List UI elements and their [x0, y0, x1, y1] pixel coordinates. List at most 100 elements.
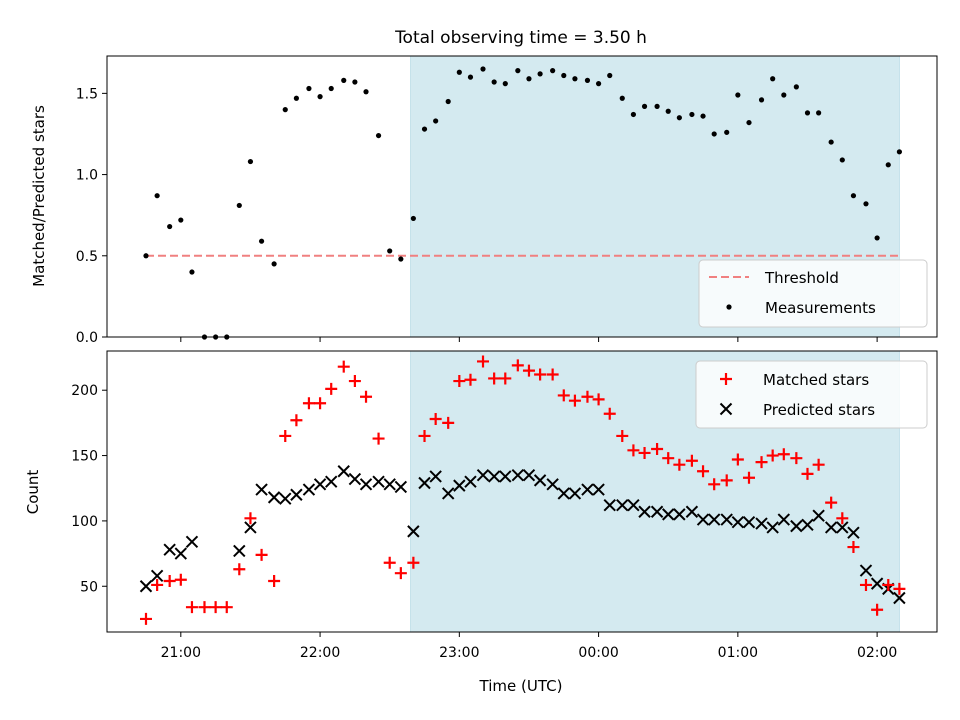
matched-star-point: [488, 372, 501, 385]
predicted-star-point: [150, 569, 164, 583]
measurement-point: [804, 110, 811, 116]
predicted-star-point: [174, 547, 188, 560]
predicted-star-point: [581, 483, 594, 496]
matched-star-point: [174, 573, 187, 586]
measurement-point: [317, 94, 323, 100]
predicted-star-point: [603, 499, 616, 512]
count-y-axis-label: Count: [24, 470, 42, 515]
predicted-star-point: [742, 516, 756, 529]
predicted-star-point: [777, 513, 791, 526]
matched-star-point: [790, 452, 803, 465]
predicted-star-point: [255, 483, 268, 496]
measurement-point: [306, 85, 312, 92]
measurement-point: [689, 111, 695, 118]
matched-star-point: [464, 373, 477, 386]
x-tick-label: 23:00: [439, 645, 479, 661]
legend-measurement-swatch: [726, 304, 732, 310]
matched-star-point: [882, 578, 895, 591]
matched-star-point: [233, 563, 246, 576]
ratio-panel: 0.0 0.5 1.0 1.5 Matched/Predicted stars Thr…: [30, 55, 938, 346]
matched-star-point: [325, 382, 338, 395]
ratio-y-axis-label: Matched/Predicted stars: [30, 105, 48, 287]
matched-star-point: [673, 458, 686, 471]
measurement-point: [167, 223, 173, 230]
measurement-point: [595, 81, 602, 87]
matched-star-point: [163, 575, 176, 588]
matched-star-point: [372, 432, 385, 445]
measurement-point: [607, 72, 613, 79]
predicted-star-point: [755, 517, 768, 530]
measurement-point: [816, 110, 822, 116]
legend-threshold-label: Threshold: [764, 269, 839, 287]
measurement-point: [850, 193, 857, 199]
legend-box: [695, 360, 928, 429]
y-tick-label: 150: [71, 449, 98, 465]
x-axis-label: Time (UTC): [479, 677, 563, 695]
predicted-star-point: [163, 543, 176, 556]
predicted-star-point: [348, 472, 362, 486]
matched-star-point: [720, 474, 733, 487]
predicted-star-point: [359, 478, 373, 491]
matched-star-point: [697, 465, 710, 478]
matched-star-point: [279, 429, 292, 442]
matched-star-point: [337, 360, 350, 373]
measurement-point: [491, 79, 497, 85]
matched-star-point: [812, 458, 825, 471]
predicted-star-point: [394, 480, 408, 494]
measurement-point: [781, 92, 787, 98]
predicted-star-point: [499, 470, 512, 483]
matched-star-point: [268, 575, 281, 588]
predicted-star-point: [453, 479, 466, 492]
predicted-star-point: [464, 475, 477, 488]
predicted-star-point: [441, 487, 455, 500]
matched-star-point: [592, 393, 605, 406]
predicted-star-point: [372, 475, 385, 488]
matched-star-point: [616, 429, 629, 442]
predicted-star-point: [557, 487, 570, 500]
predicted-star-point: [627, 499, 640, 512]
matched-star-point: [662, 452, 675, 465]
matched-star-point: [581, 390, 594, 403]
x-tick-label: 21:00: [161, 645, 201, 661]
x-tick-label: 22:00: [300, 645, 340, 661]
matched-star-point: [220, 601, 233, 614]
predicted-star-point: [139, 580, 153, 593]
chart-title: Total observing time = 3.50 h: [394, 28, 647, 48]
measurement-point: [363, 89, 369, 95]
matched-star-point: [731, 453, 744, 466]
predicted-star-point: [685, 505, 699, 518]
measurement-point: [375, 132, 382, 139]
predicted-star-point: [244, 521, 257, 534]
measurement-point: [770, 76, 776, 82]
matched-star-point: [836, 512, 849, 525]
measurement-point: [641, 103, 648, 109]
measurement-point: [700, 113, 706, 119]
matched-star-point: [603, 407, 616, 420]
measurement-point: [178, 217, 184, 223]
y-tick-label: 50: [80, 579, 98, 595]
matched-star-point: [755, 456, 768, 469]
predicted-star-point: [533, 474, 547, 487]
predicted-star-point: [511, 468, 525, 482]
matched-star-point: [871, 603, 884, 616]
predicted-star-point: [824, 521, 838, 534]
matched-star-point: [801, 467, 814, 480]
matched-star-point: [139, 612, 152, 625]
y-tick-label: 1.5: [76, 86, 98, 102]
predicted-star-point: [592, 483, 605, 496]
y-tick-label: 100: [71, 514, 98, 530]
matched-star-point: [742, 471, 755, 484]
measurement-point: [480, 66, 486, 72]
measurement-point: [154, 193, 160, 199]
y-tick-label: 0.0: [76, 330, 98, 346]
matched-star-point: [766, 449, 779, 462]
matched-star-point: [185, 601, 198, 614]
measurement-point: [676, 115, 682, 121]
predicted-star-point: [313, 478, 327, 491]
measurement-point: [711, 131, 717, 137]
matched-star-point: [255, 548, 268, 561]
matched-star-point: [708, 478, 721, 491]
legend-matched-swatch: [720, 373, 732, 385]
predicted-star-point: [616, 499, 629, 512]
